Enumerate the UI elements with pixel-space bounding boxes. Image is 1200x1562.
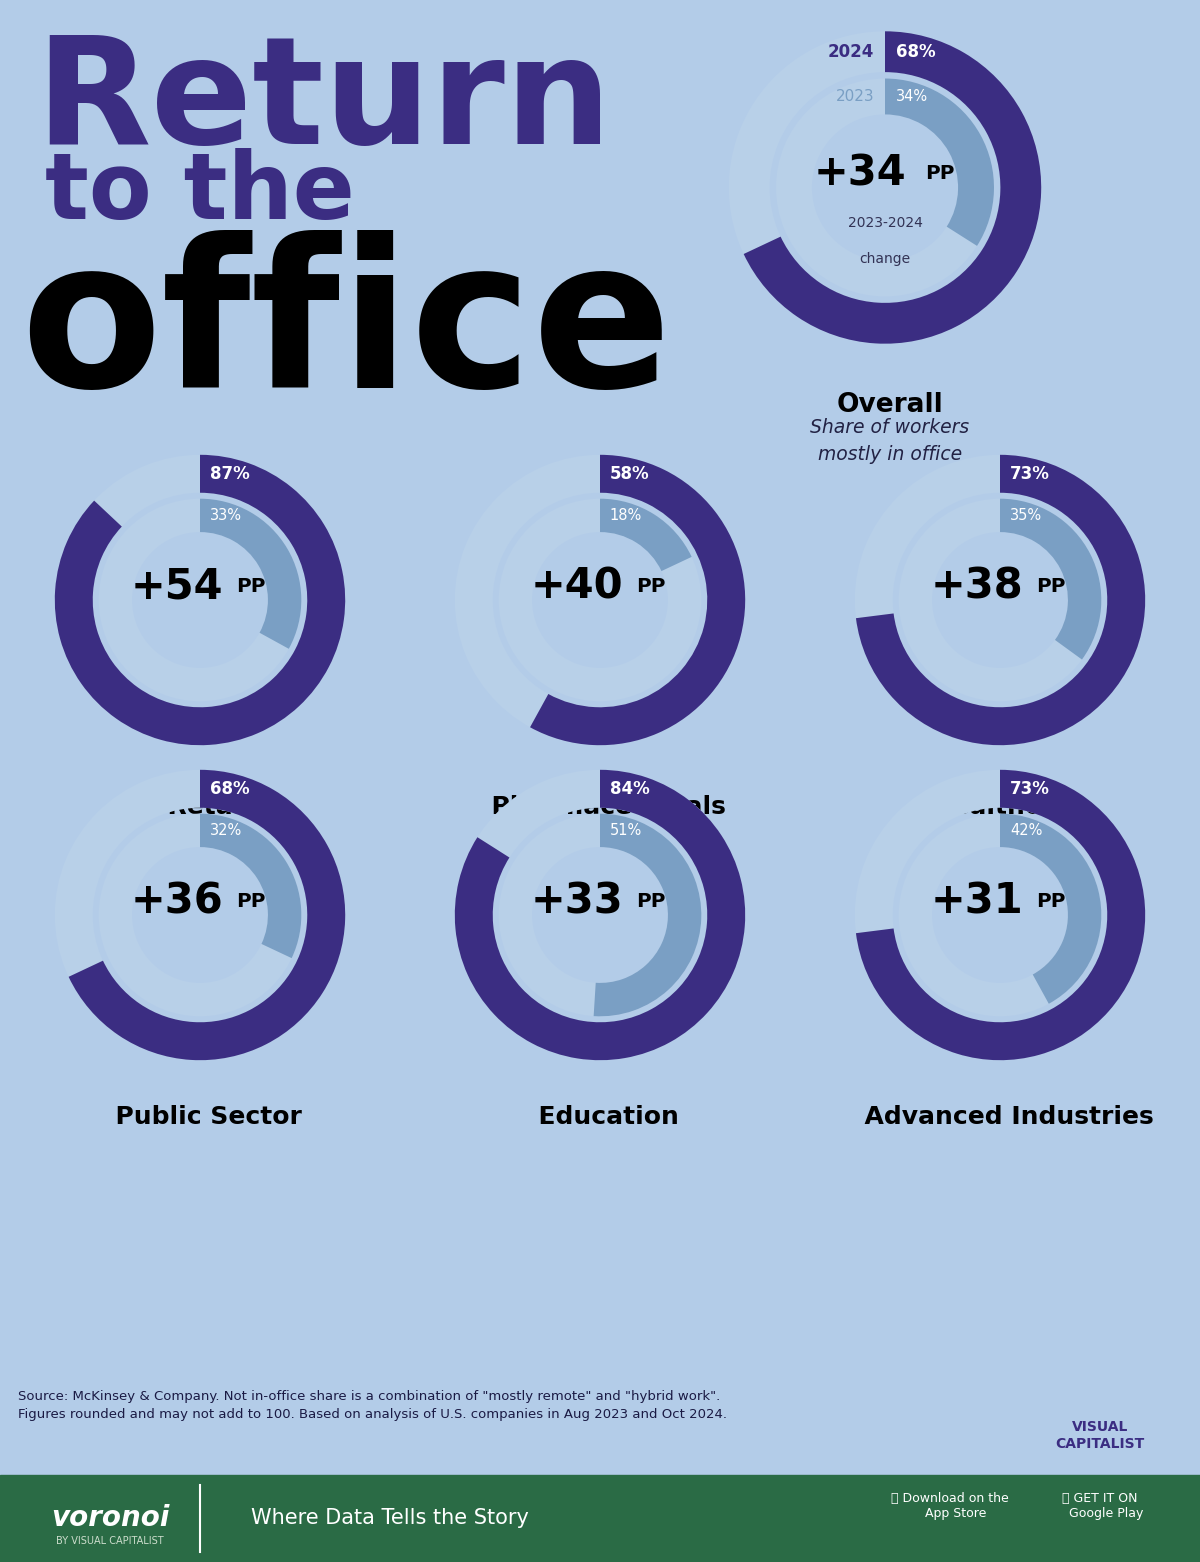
Text: Healthcare: Healthcare (914, 795, 1086, 818)
Text: 35%: 35% (1010, 508, 1042, 523)
Text: 68%: 68% (210, 779, 250, 798)
Text: +40: +40 (530, 565, 623, 608)
Text: PP: PP (636, 892, 666, 911)
Wedge shape (98, 814, 301, 1017)
Wedge shape (856, 455, 1145, 745)
Text: ⬛ Download on the
   App Store: ⬛ Download on the App Store (892, 1493, 1009, 1520)
Text: +38: +38 (930, 565, 1024, 608)
Wedge shape (728, 31, 1042, 344)
Wedge shape (776, 78, 994, 297)
Text: VISUAL
CAPITALIST: VISUAL CAPITALIST (1055, 1420, 1145, 1451)
Text: Education: Education (521, 1104, 679, 1129)
Circle shape (133, 534, 266, 667)
Text: Public Sector: Public Sector (98, 1104, 302, 1129)
Wedge shape (200, 814, 301, 958)
Text: Return: Return (35, 30, 612, 175)
Circle shape (534, 848, 666, 981)
Wedge shape (1000, 498, 1102, 659)
Text: 2024: 2024 (828, 42, 875, 61)
Text: 58%: 58% (610, 465, 649, 483)
Text: 87%: 87% (210, 465, 250, 483)
Text: BY VISUAL CAPITALIST: BY VISUAL CAPITALIST (56, 1535, 164, 1545)
Wedge shape (455, 455, 745, 745)
Circle shape (934, 848, 1067, 981)
Text: change: change (859, 251, 911, 266)
Wedge shape (600, 498, 691, 572)
Text: 2023: 2023 (835, 89, 875, 105)
Wedge shape (899, 814, 1102, 1017)
Circle shape (934, 534, 1067, 667)
Text: +36: +36 (131, 881, 223, 923)
Text: voronoi: voronoi (50, 1504, 169, 1532)
Text: Advanced Industries: Advanced Industries (847, 1104, 1153, 1129)
Wedge shape (455, 770, 745, 1061)
Wedge shape (499, 498, 701, 701)
Text: ⬛ GET IT ON
   Google Play: ⬛ GET IT ON Google Play (1057, 1493, 1144, 1520)
Text: to the: to the (46, 148, 355, 237)
Text: Source: McKinsey & Company. Not in-office share is a combination of "mostly remo: Source: McKinsey & Company. Not in-offic… (18, 1390, 727, 1421)
Text: PP: PP (1037, 892, 1066, 911)
Text: 73%: 73% (1010, 465, 1050, 483)
Text: Pharmaceuticals: Pharmaceuticals (474, 795, 726, 818)
Text: 73%: 73% (1010, 779, 1050, 798)
Wedge shape (200, 498, 301, 648)
Text: 84%: 84% (610, 779, 649, 798)
Wedge shape (854, 455, 1145, 745)
Wedge shape (899, 498, 1102, 701)
Wedge shape (594, 814, 701, 1017)
Wedge shape (68, 770, 346, 1061)
Wedge shape (886, 78, 994, 245)
Circle shape (534, 534, 666, 667)
Text: 32%: 32% (210, 823, 242, 837)
Text: 68%: 68% (895, 42, 935, 61)
Text: PP: PP (236, 578, 266, 597)
Bar (0, 1475, 1200, 1562)
Text: 33%: 33% (210, 508, 242, 523)
Text: Where Data Tells the Story: Where Data Tells the Story (251, 1509, 529, 1529)
Text: 18%: 18% (610, 508, 642, 523)
Text: +54: +54 (131, 565, 223, 608)
Wedge shape (1000, 814, 1102, 1004)
Text: 42%: 42% (1010, 823, 1043, 837)
Wedge shape (854, 770, 1145, 1061)
Text: 34%: 34% (895, 89, 928, 105)
Wedge shape (55, 455, 346, 745)
Text: 51%: 51% (610, 823, 642, 837)
Text: 2023-2024: 2023-2024 (847, 216, 923, 230)
Text: +34: +34 (814, 153, 906, 194)
Wedge shape (856, 770, 1145, 1061)
Text: +33: +33 (530, 881, 623, 923)
Circle shape (814, 116, 956, 259)
Wedge shape (55, 455, 346, 745)
Circle shape (133, 848, 266, 981)
Wedge shape (455, 770, 745, 1061)
Wedge shape (98, 498, 301, 701)
Text: Overall: Overall (836, 392, 943, 419)
Text: PP: PP (1037, 578, 1066, 597)
Text: +31: +31 (930, 881, 1024, 923)
Text: PP: PP (236, 892, 266, 911)
Wedge shape (499, 814, 701, 1017)
Text: PP: PP (925, 164, 955, 183)
Wedge shape (744, 31, 1042, 344)
Wedge shape (530, 455, 745, 745)
Text: Share of workers
mostly in office: Share of workers mostly in office (810, 419, 970, 464)
Text: PP: PP (636, 578, 666, 597)
Text: office: office (20, 230, 672, 430)
Wedge shape (55, 770, 346, 1061)
Text: Retail: Retail (150, 795, 250, 818)
